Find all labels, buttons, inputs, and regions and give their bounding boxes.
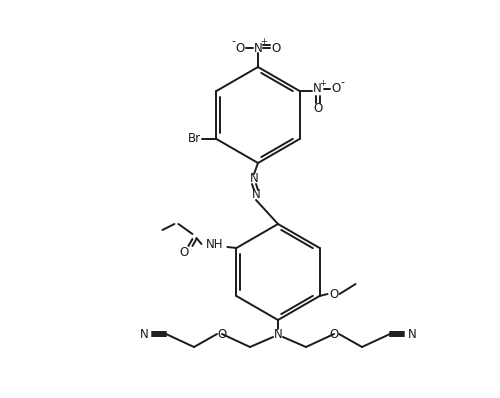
Text: O: O xyxy=(218,328,226,341)
Text: N: N xyxy=(250,172,258,185)
Text: O: O xyxy=(180,246,189,258)
Text: O: O xyxy=(329,287,338,300)
Text: N: N xyxy=(252,189,260,201)
Text: +: + xyxy=(319,78,326,88)
Text: N: N xyxy=(254,41,262,55)
Text: N: N xyxy=(313,82,322,96)
Text: O: O xyxy=(330,328,338,341)
Text: O: O xyxy=(236,41,244,55)
Text: O: O xyxy=(272,41,280,55)
Text: +: + xyxy=(260,37,268,47)
Text: N: N xyxy=(408,328,416,341)
Text: NH: NH xyxy=(206,238,223,252)
Text: -: - xyxy=(231,36,235,46)
Text: Br: Br xyxy=(188,133,201,146)
Text: N: N xyxy=(140,328,148,341)
Text: -: - xyxy=(340,77,344,87)
Text: N: N xyxy=(274,328,282,341)
Text: O: O xyxy=(313,103,322,115)
Text: O: O xyxy=(331,82,340,96)
